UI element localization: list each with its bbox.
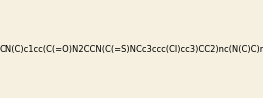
Text: CN(C)c1cc(C(=O)N2CCN(C(=S)NCc3ccc(Cl)cc3)CC2)nc(N(C)C)n1: CN(C)c1cc(C(=O)N2CCN(C(=S)NCc3ccc(Cl)cc3… — [0, 45, 263, 54]
